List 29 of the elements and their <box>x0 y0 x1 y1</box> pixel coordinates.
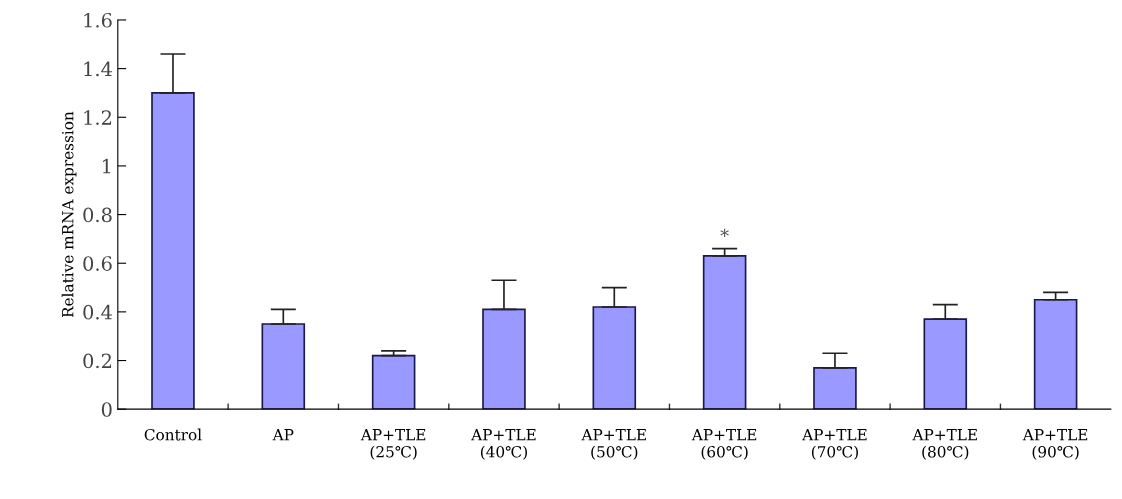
bar <box>702 255 747 410</box>
x-tick-label: AP+TLE (70℃) <box>802 429 867 460</box>
y-tick-label: 0.4 <box>83 304 112 320</box>
x-tick-label: AP+TLE (25℃) <box>360 429 426 460</box>
x-tick-label: AP+TLE (80℃) <box>912 429 977 460</box>
y-tick-label: 1 <box>102 158 111 174</box>
x-tick-label: Control <box>144 428 202 441</box>
y-tick-label: 0.8 <box>83 207 112 223</box>
bar <box>482 308 526 410</box>
x-tick-label: AP+TLE (40℃) <box>471 429 536 460</box>
bar <box>151 92 195 410</box>
bar <box>813 366 857 410</box>
x-tick-label: AP+TLE (90℃) <box>1022 429 1088 460</box>
bar <box>592 306 637 410</box>
bar <box>923 318 968 410</box>
y-tick-label: 1.4 <box>84 61 112 77</box>
x-tick-label: AP+TLE (50℃) <box>581 429 646 460</box>
x-tick-label: AP <box>272 429 294 441</box>
y-tick-label: 1.6 <box>84 12 112 28</box>
y-tick-label: 0 <box>101 402 112 417</box>
bar <box>1033 298 1078 410</box>
bar <box>261 323 306 410</box>
y-axis-title: Relative mRNA expression <box>61 111 77 318</box>
y-tick-label: 0.2 <box>83 353 112 369</box>
x-tick-label: AP+TLE (60℃) <box>691 429 757 460</box>
bar <box>371 354 416 410</box>
y-tick-label: 0.6 <box>83 256 112 271</box>
y-tick-label: 1.2 <box>84 110 112 125</box>
annotation: * <box>720 228 729 237</box>
